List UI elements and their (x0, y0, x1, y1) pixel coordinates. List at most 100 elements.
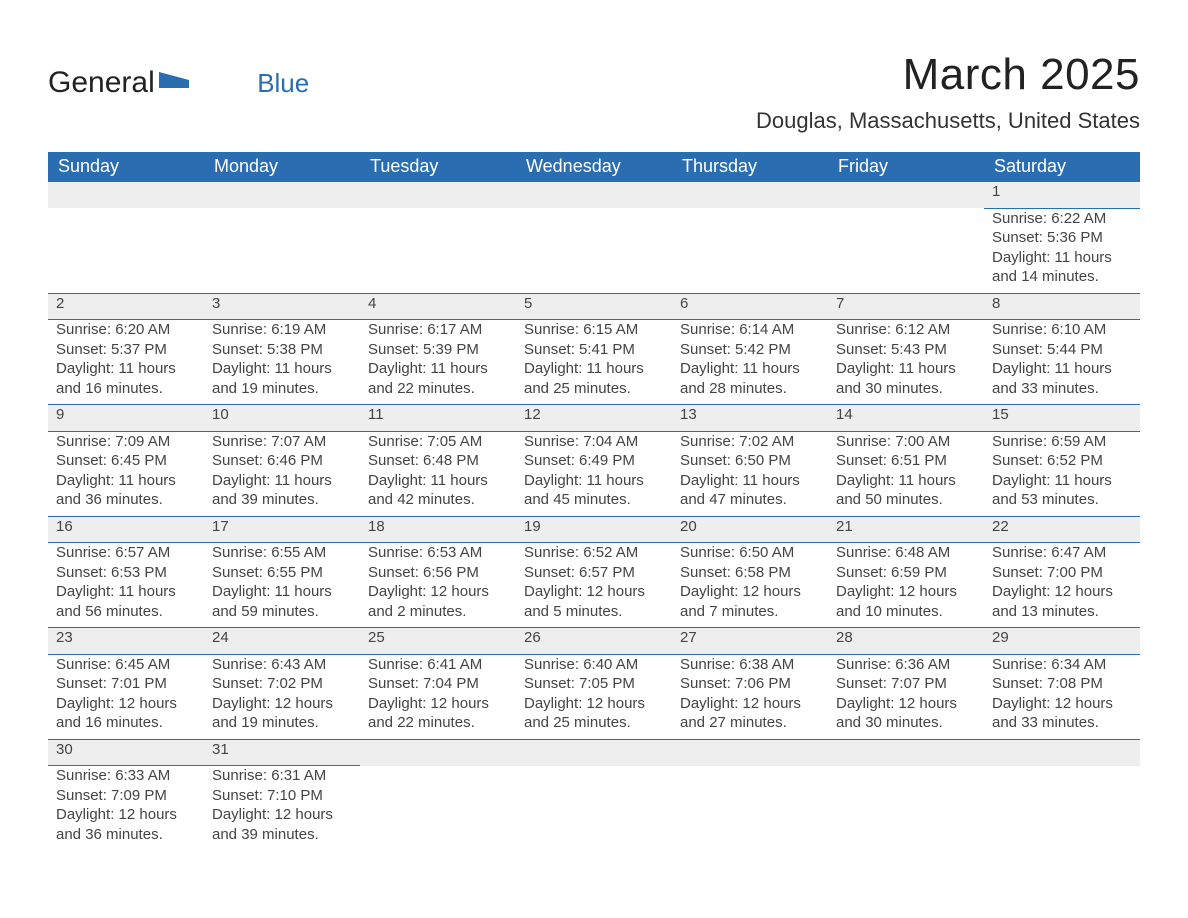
sunrise-line: Sunrise: 6:36 AM (836, 655, 976, 675)
sunset-line: Sunset: 5:36 PM (992, 228, 1132, 248)
sunset-line: Sunset: 6:49 PM (524, 451, 664, 471)
logo-flag-icon (159, 68, 189, 93)
day-number-cell: 12 (516, 405, 672, 432)
day-number-cell (204, 182, 360, 209)
day-number-cell: 23 (48, 628, 204, 655)
calendar-page: General Blue March 2025 Douglas, Massach… (0, 0, 1188, 890)
day-detail-cell: Sunrise: 7:04 AMSunset: 6:49 PMDaylight:… (516, 431, 672, 516)
sunrise-line: Sunrise: 6:33 AM (56, 766, 196, 786)
day-number-cell: 19 (516, 516, 672, 543)
daylight-line: Daylight: 11 hours and 30 minutes. (836, 359, 976, 398)
sunset-line: Sunset: 5:41 PM (524, 340, 664, 360)
day-number-cell: 20 (672, 516, 828, 543)
day-number-cell: 30 (48, 739, 204, 766)
day-detail-cell (984, 766, 1140, 851)
day-number-row: 1 (48, 182, 1140, 209)
day-detail-cell: Sunrise: 6:40 AMSunset: 7:05 PMDaylight:… (516, 654, 672, 739)
daylight-line: Daylight: 12 hours and 22 minutes. (368, 694, 508, 733)
day-detail-cell: Sunrise: 6:47 AMSunset: 7:00 PMDaylight:… (984, 543, 1140, 628)
day-detail-cell: Sunrise: 6:45 AMSunset: 7:01 PMDaylight:… (48, 654, 204, 739)
sunset-line: Sunset: 7:00 PM (992, 563, 1132, 583)
day-detail-cell: Sunrise: 7:00 AMSunset: 6:51 PMDaylight:… (828, 431, 984, 516)
day-number-cell: 8 (984, 293, 1140, 320)
sunset-line: Sunset: 6:58 PM (680, 563, 820, 583)
daylight-line: Daylight: 12 hours and 5 minutes. (524, 582, 664, 621)
daylight-line: Daylight: 12 hours and 2 minutes. (368, 582, 508, 621)
day-number-cell: 1 (984, 182, 1140, 209)
daylight-line: Daylight: 11 hours and 36 minutes. (56, 471, 196, 510)
day-detail-cell: Sunrise: 6:14 AMSunset: 5:42 PMDaylight:… (672, 320, 828, 405)
day-number-cell (828, 739, 984, 766)
sunrise-line: Sunrise: 6:10 AM (992, 320, 1132, 340)
day-detail-row: Sunrise: 7:09 AMSunset: 6:45 PMDaylight:… (48, 431, 1140, 516)
day-detail-row: Sunrise: 6:22 AMSunset: 5:36 PMDaylight:… (48, 208, 1140, 293)
sunset-line: Sunset: 7:01 PM (56, 674, 196, 694)
weekday-header: Thursday (672, 152, 828, 182)
day-detail-row: Sunrise: 6:33 AMSunset: 7:09 PMDaylight:… (48, 766, 1140, 851)
day-detail-cell: Sunrise: 6:57 AMSunset: 6:53 PMDaylight:… (48, 543, 204, 628)
sunset-line: Sunset: 6:57 PM (524, 563, 664, 583)
daylight-line: Daylight: 11 hours and 19 minutes. (212, 359, 352, 398)
sunset-line: Sunset: 6:48 PM (368, 451, 508, 471)
sunrise-line: Sunrise: 6:59 AM (992, 432, 1132, 452)
day-number-cell (48, 182, 204, 209)
sunrise-line: Sunrise: 6:45 AM (56, 655, 196, 675)
day-detail-cell: Sunrise: 6:48 AMSunset: 6:59 PMDaylight:… (828, 543, 984, 628)
daylight-line: Daylight: 11 hours and 45 minutes. (524, 471, 664, 510)
day-number-cell (360, 739, 516, 766)
day-number-cell: 15 (984, 405, 1140, 432)
day-detail-cell (48, 208, 204, 293)
day-detail-cell: Sunrise: 6:12 AMSunset: 5:43 PMDaylight:… (828, 320, 984, 405)
day-number-cell: 28 (828, 628, 984, 655)
sunrise-line: Sunrise: 6:53 AM (368, 543, 508, 563)
sunset-line: Sunset: 6:56 PM (368, 563, 508, 583)
sunrise-line: Sunrise: 7:02 AM (680, 432, 820, 452)
day-detail-cell: Sunrise: 6:55 AMSunset: 6:55 PMDaylight:… (204, 543, 360, 628)
day-number-cell: 13 (672, 405, 828, 432)
day-number-cell: 14 (828, 405, 984, 432)
sunset-line: Sunset: 7:10 PM (212, 786, 352, 806)
day-detail-row: Sunrise: 6:20 AMSunset: 5:37 PMDaylight:… (48, 320, 1140, 405)
day-number-cell: 27 (672, 628, 828, 655)
sunset-line: Sunset: 6:55 PM (212, 563, 352, 583)
day-number-cell (672, 182, 828, 209)
day-detail-cell (516, 766, 672, 851)
day-detail-cell (828, 766, 984, 851)
sunrise-line: Sunrise: 6:17 AM (368, 320, 508, 340)
sunrise-line: Sunrise: 6:14 AM (680, 320, 820, 340)
day-detail-cell: Sunrise: 6:36 AMSunset: 7:07 PMDaylight:… (828, 654, 984, 739)
weekday-header: Saturday (984, 152, 1140, 182)
daylight-line: Daylight: 12 hours and 36 minutes. (56, 805, 196, 844)
sunset-line: Sunset: 7:04 PM (368, 674, 508, 694)
weekday-header: Sunday (48, 152, 204, 182)
day-number-cell: 2 (48, 293, 204, 320)
weekday-header: Tuesday (360, 152, 516, 182)
sunrise-line: Sunrise: 6:15 AM (524, 320, 664, 340)
daylight-line: Daylight: 12 hours and 27 minutes. (680, 694, 820, 733)
sunrise-line: Sunrise: 7:09 AM (56, 432, 196, 452)
day-detail-cell: Sunrise: 7:07 AMSunset: 6:46 PMDaylight:… (204, 431, 360, 516)
day-number-cell (984, 739, 1140, 766)
sunrise-line: Sunrise: 6:52 AM (524, 543, 664, 563)
daylight-line: Daylight: 11 hours and 59 minutes. (212, 582, 352, 621)
day-detail-cell (672, 208, 828, 293)
sunset-line: Sunset: 6:46 PM (212, 451, 352, 471)
day-number-cell: 7 (828, 293, 984, 320)
daylight-line: Daylight: 12 hours and 30 minutes. (836, 694, 976, 733)
sunset-line: Sunset: 6:53 PM (56, 563, 196, 583)
daylight-line: Daylight: 12 hours and 25 minutes. (524, 694, 664, 733)
weekday-header-row: Sunday Monday Tuesday Wednesday Thursday… (48, 152, 1140, 182)
daylight-line: Daylight: 11 hours and 28 minutes. (680, 359, 820, 398)
day-detail-cell: Sunrise: 6:20 AMSunset: 5:37 PMDaylight:… (48, 320, 204, 405)
sunset-line: Sunset: 5:39 PM (368, 340, 508, 360)
day-number-cell: 3 (204, 293, 360, 320)
sunset-line: Sunset: 7:05 PM (524, 674, 664, 694)
sunset-line: Sunset: 5:38 PM (212, 340, 352, 360)
sunrise-line: Sunrise: 6:43 AM (212, 655, 352, 675)
day-number-row: 9101112131415 (48, 405, 1140, 432)
day-number-cell: 11 (360, 405, 516, 432)
day-detail-cell: Sunrise: 6:43 AMSunset: 7:02 PMDaylight:… (204, 654, 360, 739)
logo-text-bottom: Blue (257, 70, 309, 96)
day-number-cell (828, 182, 984, 209)
day-detail-cell: Sunrise: 6:22 AMSunset: 5:36 PMDaylight:… (984, 208, 1140, 293)
